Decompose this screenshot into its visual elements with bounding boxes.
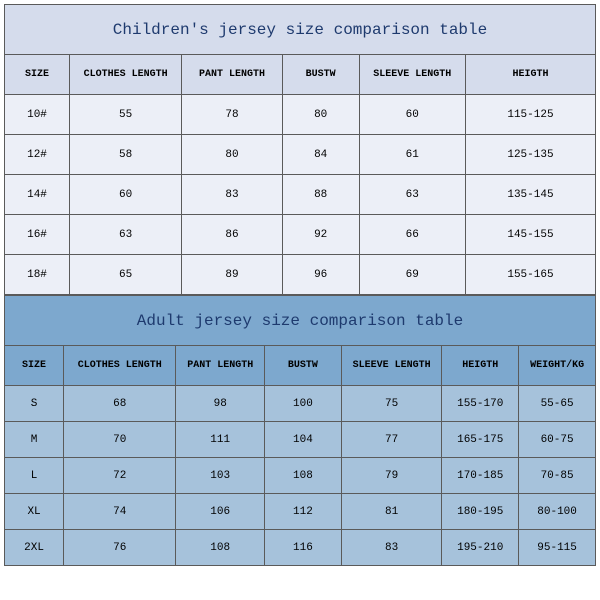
col-sleeve: SLEEVE LENGTH: [359, 55, 465, 95]
table-row: 18# 65 89 96 69 155-165: [5, 255, 596, 295]
cell: 70: [64, 422, 176, 458]
cell: 111: [176, 422, 265, 458]
cell: 108: [265, 458, 342, 494]
cell: 88: [282, 175, 359, 215]
adult-size-table: Adult jersey size comparison table SIZE …: [4, 295, 596, 566]
cell: 155-165: [465, 255, 595, 295]
cell: 80-100: [519, 494, 596, 530]
table-row: 16# 63 86 92 66 145-155: [5, 215, 596, 255]
children-size-table: Children's jersey size comparison table …: [4, 4, 596, 295]
cell: 63: [70, 215, 182, 255]
table-row: S 68 98 100 75 155-170 55-65: [5, 386, 596, 422]
cell: 96: [282, 255, 359, 295]
cell: 78: [182, 95, 282, 135]
cell: 145-155: [465, 215, 595, 255]
cell: 195-210: [442, 530, 519, 566]
children-table-title: Children's jersey size comparison table: [5, 5, 596, 55]
cell: 61: [359, 135, 465, 175]
cell: 2XL: [5, 530, 64, 566]
cell: 80: [182, 135, 282, 175]
cell: 60: [359, 95, 465, 135]
col-clothes: CLOTHES LENGTH: [70, 55, 182, 95]
table-row: XL 74 106 112 81 180-195 80-100: [5, 494, 596, 530]
cell: 83: [341, 530, 441, 566]
cell: 69: [359, 255, 465, 295]
cell: 115-125: [465, 95, 595, 135]
cell: 77: [341, 422, 441, 458]
cell: 92: [282, 215, 359, 255]
cell: 83: [182, 175, 282, 215]
table-row: 10# 55 78 80 60 115-125: [5, 95, 596, 135]
col-sleeve: SLEEVE LENGTH: [341, 346, 441, 386]
cell: 72: [64, 458, 176, 494]
cell: 106: [176, 494, 265, 530]
col-size: SIZE: [5, 346, 64, 386]
cell: 16#: [5, 215, 70, 255]
cell: 76: [64, 530, 176, 566]
cell: L: [5, 458, 64, 494]
cell: 70-85: [519, 458, 596, 494]
cell: 68: [64, 386, 176, 422]
cell: 12#: [5, 135, 70, 175]
cell: 66: [359, 215, 465, 255]
cell: 84: [282, 135, 359, 175]
cell: 60: [70, 175, 182, 215]
adult-table-title: Adult jersey size comparison table: [5, 296, 596, 346]
cell: 98: [176, 386, 265, 422]
cell: 104: [265, 422, 342, 458]
cell: 55: [70, 95, 182, 135]
col-weight: WEIGHT/KG: [519, 346, 596, 386]
cell: 180-195: [442, 494, 519, 530]
col-size: SIZE: [5, 55, 70, 95]
cell: 103: [176, 458, 265, 494]
table-row: M 70 111 104 77 165-175 60-75: [5, 422, 596, 458]
cell: 81: [341, 494, 441, 530]
cell: 86: [182, 215, 282, 255]
table-row: L 72 103 108 79 170-185 70-85: [5, 458, 596, 494]
col-height: HEIGTH: [442, 346, 519, 386]
cell: 89: [182, 255, 282, 295]
cell: 10#: [5, 95, 70, 135]
cell: 80: [282, 95, 359, 135]
col-bust: BUSTW: [282, 55, 359, 95]
children-header-row: SIZE CLOTHES LENGTH PANT LENGTH BUSTW SL…: [5, 55, 596, 95]
cell: 135-145: [465, 175, 595, 215]
table-row: 14# 60 83 88 63 135-145: [5, 175, 596, 215]
cell: 112: [265, 494, 342, 530]
col-pant: PANT LENGTH: [176, 346, 265, 386]
adult-header-row: SIZE CLOTHES LENGTH PANT LENGTH BUSTW SL…: [5, 346, 596, 386]
cell: 55-65: [519, 386, 596, 422]
col-height: HEIGTH: [465, 55, 595, 95]
cell: 60-75: [519, 422, 596, 458]
cell: 95-115: [519, 530, 596, 566]
cell: 155-170: [442, 386, 519, 422]
cell: 116: [265, 530, 342, 566]
col-pant: PANT LENGTH: [182, 55, 282, 95]
col-bust: BUSTW: [265, 346, 342, 386]
cell: 125-135: [465, 135, 595, 175]
cell: 65: [70, 255, 182, 295]
table-row: 12# 58 80 84 61 125-135: [5, 135, 596, 175]
cell: 170-185: [442, 458, 519, 494]
cell: XL: [5, 494, 64, 530]
cell: 74: [64, 494, 176, 530]
cell: 63: [359, 175, 465, 215]
cell: 58: [70, 135, 182, 175]
cell: 75: [341, 386, 441, 422]
col-clothes: CLOTHES LENGTH: [64, 346, 176, 386]
cell: 79: [341, 458, 441, 494]
cell: 100: [265, 386, 342, 422]
cell: 108: [176, 530, 265, 566]
cell: M: [5, 422, 64, 458]
table-row: 2XL 76 108 116 83 195-210 95-115: [5, 530, 596, 566]
cell: 18#: [5, 255, 70, 295]
cell: 165-175: [442, 422, 519, 458]
cell: 14#: [5, 175, 70, 215]
cell: S: [5, 386, 64, 422]
